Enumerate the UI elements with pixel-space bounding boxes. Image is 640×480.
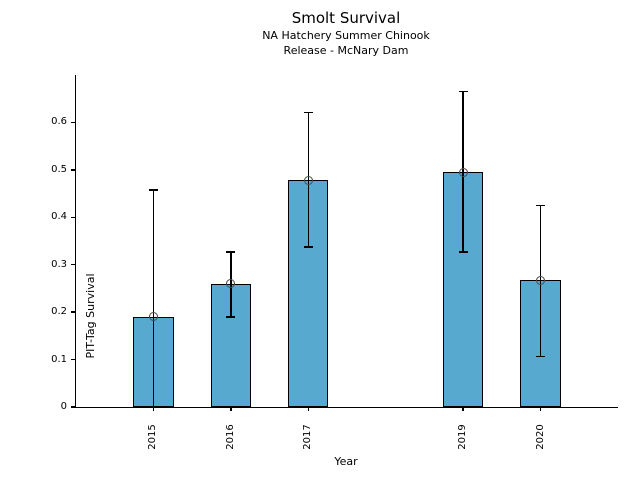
y-tick-label-0.3: 0.3 bbox=[51, 258, 67, 270]
x-axis-label: Year bbox=[334, 455, 358, 468]
y-tick-0.2 bbox=[70, 311, 75, 313]
error-cap-bottom-2019 bbox=[458, 251, 468, 253]
error-cap-bottom-2017 bbox=[303, 246, 313, 248]
error-bar-2015 bbox=[152, 189, 155, 407]
error-cap-top-2015 bbox=[148, 189, 158, 191]
y-tick-0.5 bbox=[70, 169, 75, 171]
x-tick-2019 bbox=[462, 407, 464, 411]
y-tick-label-0.1: 0.1 bbox=[51, 353, 67, 365]
y-tick-label-0.2: 0.2 bbox=[51, 306, 67, 318]
point-marker-2019 bbox=[458, 167, 468, 177]
chart-subtitle-line1: NA Hatchery Summer Chinook bbox=[262, 29, 430, 42]
x-tick-label-2017: 2017 bbox=[302, 424, 314, 450]
y-tick-label-0.4: 0.4 bbox=[51, 211, 67, 223]
x-tick-label-2015: 2015 bbox=[147, 424, 159, 450]
error-cap-top-2020 bbox=[536, 204, 546, 207]
error-cap-top-2019 bbox=[458, 90, 468, 93]
x-tick-2015 bbox=[152, 407, 155, 411]
chart-subtitle-line2: Release - McNary Dam bbox=[283, 44, 409, 57]
x-tick-2016 bbox=[230, 407, 232, 411]
chart-header: Smolt Survival NA Hatchery Summer Chinoo… bbox=[75, 8, 617, 58]
error-cap-bottom-2016 bbox=[226, 316, 236, 318]
y-tick-0.1 bbox=[70, 358, 75, 361]
error-cap-top-2016 bbox=[226, 251, 236, 253]
y-tick-label-0.5: 0.5 bbox=[51, 163, 67, 175]
x-tick-label-2016: 2016 bbox=[224, 424, 236, 450]
x-tick-label-2019: 2019 bbox=[457, 424, 469, 450]
y-axis-label: PIT-Tag Survival bbox=[84, 273, 97, 359]
y-tick-0.3 bbox=[70, 263, 75, 266]
point-marker-2016 bbox=[226, 279, 236, 289]
chart-title: Smolt Survival bbox=[291, 9, 401, 27]
y-tick-label-0: 0 bbox=[60, 401, 67, 412]
x-tick-2020 bbox=[539, 407, 542, 411]
error-cap-top-2017 bbox=[303, 111, 313, 114]
point-marker-2020 bbox=[536, 275, 546, 285]
y-tick-0 bbox=[70, 406, 75, 408]
y-tick-0.6 bbox=[70, 121, 75, 124]
error-cap-bottom-2020 bbox=[536, 355, 546, 357]
point-marker-2017 bbox=[303, 175, 313, 185]
x-tick-2017 bbox=[307, 407, 310, 411]
x-tick-label-2020: 2020 bbox=[534, 424, 546, 450]
y-tick-label-0.6: 0.6 bbox=[51, 116, 67, 128]
y-tick-0.4 bbox=[70, 216, 75, 219]
plot-area: PIT-Tag Survival 0 0.1 0.2 0.3 0.4 0.5 0.6 2015… bbox=[51, 75, 618, 450]
point-marker-2015 bbox=[148, 312, 158, 322]
